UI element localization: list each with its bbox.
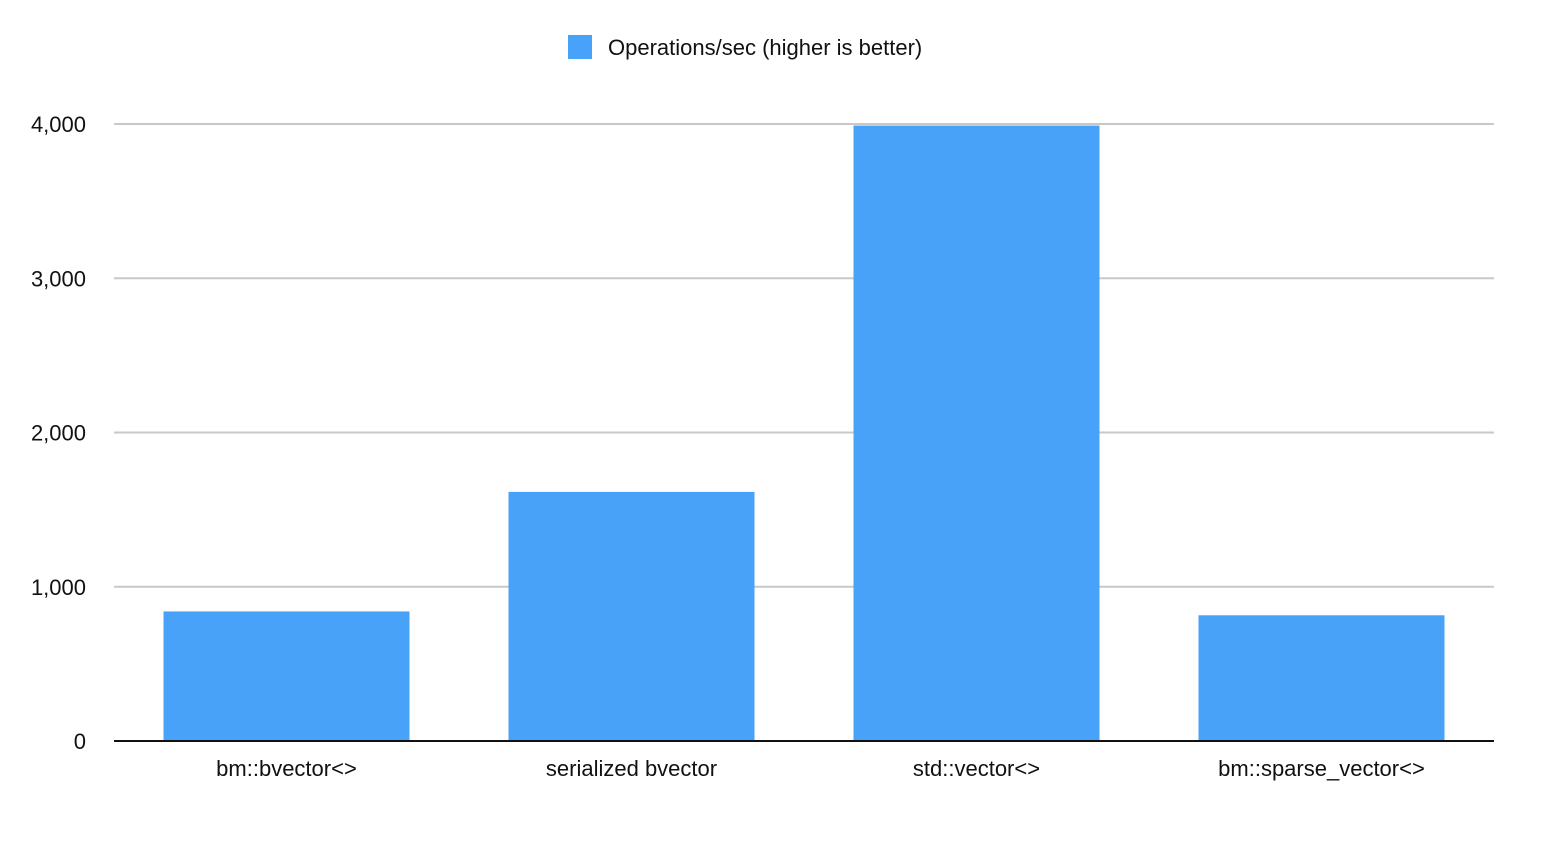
legend-swatch	[568, 35, 592, 59]
x-tick-label: bm::sparse_vector<>	[1218, 756, 1425, 781]
x-axis-labels: bm::bvector<> serialized bvector std::vect…	[216, 756, 1425, 781]
bar	[853, 125, 1100, 742]
legend-label: Operations/sec (higher is better)	[608, 35, 922, 60]
y-tick-label: 2,000	[31, 421, 86, 446]
x-tick-label: std::vector<>	[913, 756, 1040, 781]
bar	[508, 491, 755, 741]
y-tick-label: 1,000	[31, 575, 86, 600]
gridlines	[114, 123, 1494, 588]
x-tick-label: serialized bvector	[546, 756, 717, 781]
y-axis-ticks: 0 1,000 2,000 3,000 4,000	[31, 112, 86, 754]
y-tick-label: 3,000	[31, 266, 86, 291]
bar	[163, 611, 410, 741]
y-tick-label: 0	[74, 729, 86, 754]
y-tick-label: 4,000	[31, 112, 86, 137]
x-tick-label: bm::bvector<>	[216, 756, 357, 781]
bars	[163, 125, 1445, 742]
legend: Operations/sec (higher is better)	[568, 35, 922, 60]
bar	[1198, 615, 1445, 741]
